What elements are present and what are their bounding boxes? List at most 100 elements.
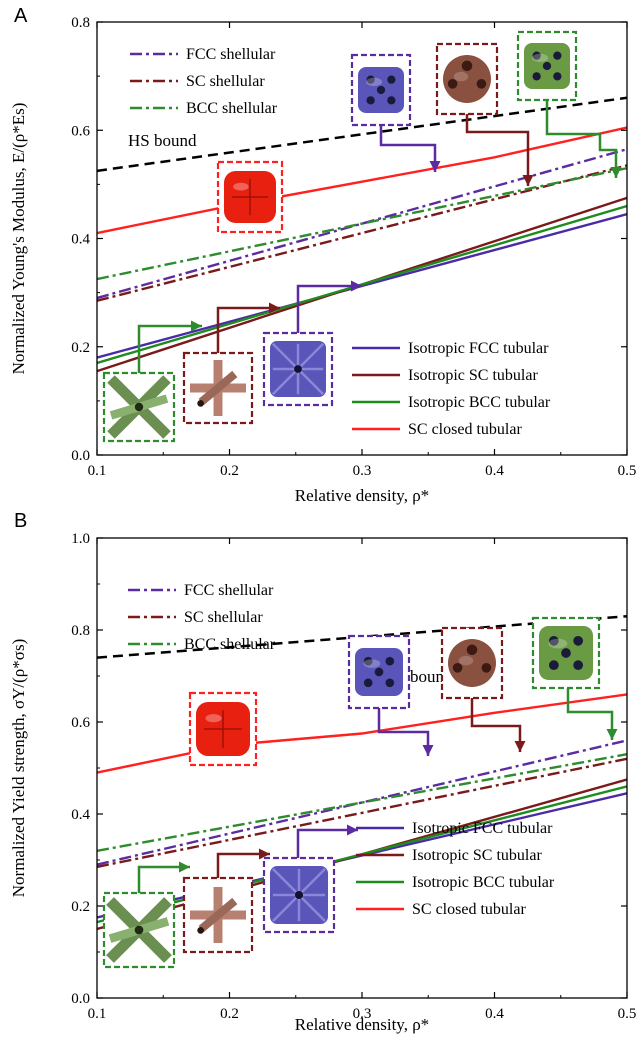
bcc-tubular-unit-cell-icon (102, 371, 176, 443)
unit-cell-hole (553, 51, 562, 60)
unit-cell-hole (548, 635, 559, 646)
unit-cell-hole (481, 663, 492, 673)
unit-cell-highlight (548, 638, 568, 649)
y-tick-label: 0.8 (71, 15, 90, 31)
unit-cell-highlight (363, 659, 381, 668)
legend-label: SC shellular (186, 73, 265, 90)
unit-cell-hole (376, 85, 386, 95)
unit-cell-hole (573, 660, 584, 671)
unit-cell-hole (366, 96, 375, 105)
unit-cell-strut (198, 370, 238, 406)
sc-closed-tubular-unit-cell-icon (188, 691, 258, 767)
legend-label: Isotropic FCC tubular (408, 340, 549, 357)
series-line-bcc-shellular (97, 753, 627, 852)
sc-shellular-unit-cell-icon (435, 42, 499, 116)
inset-arrow-arrowhead (259, 848, 270, 860)
inset-arrow-arrowhead (191, 320, 202, 332)
chart-panel-b: B 0.1 0.2 0.3 0.4 0.5 0.0 0.2 0.4 0.6 0.8 1.0 Relati… (9, 510, 636, 1034)
legend-label: Isotropic SC tubular (408, 367, 538, 384)
inset-arrow-connector (470, 698, 522, 752)
unit-cell-hole (294, 365, 302, 373)
inset-arrow-arrowhead (269, 302, 280, 314)
unit-cell-highlight (458, 655, 474, 666)
unit-cell-highlight (532, 53, 549, 63)
unit-cell-hole (387, 75, 396, 84)
legend-label: Isotropic SC tubular (412, 847, 542, 864)
inset-arrow-connector (216, 852, 270, 878)
x-tick-label: 0.2 (220, 463, 239, 479)
unit-cell-hole (542, 61, 552, 71)
unit-cell-highlight (205, 714, 222, 723)
x-tick-label: 0.1 (88, 1006, 107, 1022)
unit-cell-hole (363, 678, 373, 688)
legend-label: FCC shellular (184, 582, 274, 599)
y-tick-label: 0.4 (71, 807, 90, 823)
series-line-sc-closed-tubular (97, 693, 627, 774)
legend-label: SC shellular (184, 609, 263, 626)
x-tick-label: 0.5 (618, 463, 637, 479)
bcc-tubular-unit-cell-icon (102, 891, 176, 969)
unit-cell-hole (197, 400, 204, 407)
inset-arrow-connector (296, 828, 358, 858)
inset-arrow-arrowhead (514, 741, 526, 752)
inset-arrow-arrowhead (347, 824, 358, 836)
series-line-sc-closed-tubular (97, 126, 627, 235)
unit-cell-hole (363, 656, 373, 666)
unit-cell-hole (197, 927, 204, 934)
legend-label: SC closed tubular (408, 421, 522, 438)
x-tick-label: 0.3 (353, 1006, 372, 1022)
unit-cell-hole (553, 72, 562, 81)
inset-arrow-connector (545, 100, 618, 178)
legend-shellular: FCC shellular SC shellular BCC shellular (128, 582, 276, 653)
unit-cell-hole (374, 667, 384, 677)
x-tick-label: 0.5 (618, 1006, 637, 1022)
y-axis-title: Normalized Young's Modulus, E/(ρ*Es) (9, 103, 28, 375)
legend-label: Isotropic FCC tubular (412, 820, 553, 837)
y-tick-label: 1.0 (71, 531, 90, 547)
series-line-bcc-shellular (97, 166, 627, 281)
fcc-shellular-unit-cell-icon (350, 53, 412, 127)
unit-cell-hole (294, 890, 304, 900)
x-axis-title: Relative density, ρ* (295, 1015, 429, 1034)
y-tick-label: 0.8 (71, 623, 90, 639)
legend-label: FCC shellular (186, 46, 276, 63)
series-line-sc-shellular (97, 757, 627, 869)
sc-tubular-unit-cell-icon (182, 876, 254, 954)
inset-arrow-connector (379, 125, 437, 172)
series-line-hs-bound (97, 96, 627, 173)
sc-tubular-unit-cell-icon (182, 351, 254, 425)
inset-arrow-arrowhead (606, 729, 618, 740)
inset-arrow-arrowhead (422, 745, 434, 756)
legend-label: Isotropic BCC tubular (412, 874, 555, 891)
hs-bound-label: HS bound (128, 131, 197, 150)
x-tick-label: 0.4 (485, 1006, 504, 1022)
panel-letter: A (14, 5, 28, 27)
unit-cell-hole (476, 79, 487, 89)
unit-cell-strut (198, 897, 238, 933)
series-line-sc-shellular (97, 164, 627, 302)
y-tick-label: 0.6 (71, 715, 90, 731)
unit-cell-hole (548, 660, 559, 671)
y-tick-label: 0.4 (71, 232, 90, 248)
legend-label: SC closed tubular (412, 901, 526, 918)
inset-arrow-arrowhead (179, 861, 190, 873)
legend-shellular: FCC shellular SC shellular BCC shellular (130, 46, 278, 117)
sc-shellular-unit-cell-icon (440, 626, 504, 700)
unit-cell-highlight (366, 77, 383, 87)
unit-cell-hole (387, 96, 396, 105)
unit-cell-hole (466, 644, 478, 656)
unit-cell-hole (532, 51, 541, 60)
unit-cell-hole (452, 663, 463, 673)
chart-panel-a: A 0.1 0.2 0.3 0.4 0.5 0.0 0.2 0.4 0.6 0.8 Relative … (9, 5, 636, 505)
inset-arrow-connector (377, 708, 430, 756)
unit-cell-highlight (453, 71, 469, 82)
inset-arrow-connector (296, 284, 362, 333)
series-line-isotropic-bcc-tubular (97, 204, 627, 365)
inset-arrow-connector (566, 688, 614, 740)
legend-tubular: Isotropic FCC tubular Isotropic SC tubula… (356, 820, 555, 918)
inset-arrow-arrowhead (610, 167, 622, 178)
unit-cell-hole (532, 72, 541, 81)
unit-cell-hole (461, 60, 473, 72)
inset-arrow-arrowhead (522, 175, 534, 186)
